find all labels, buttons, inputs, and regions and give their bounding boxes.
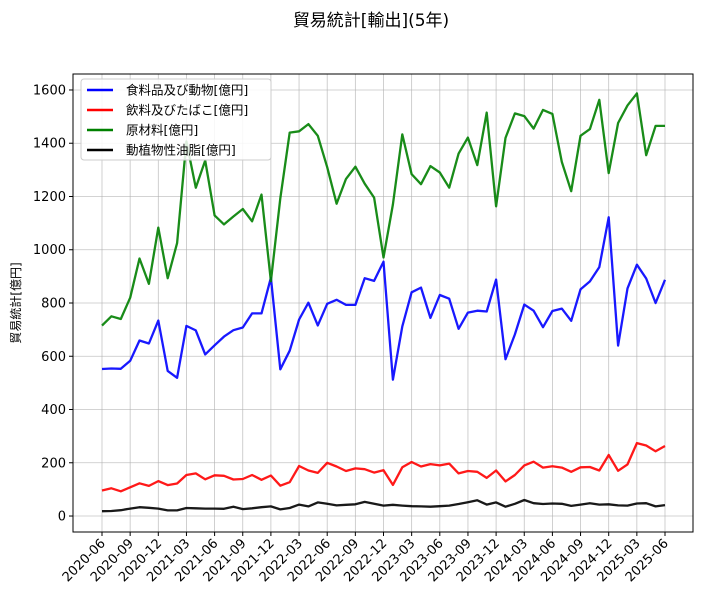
y-tick-label: 800 <box>41 297 66 312</box>
legend-label-2: 飲料及びたばこ[億円] <box>126 103 248 118</box>
legend-label-1: 食料品及び動物[億円] <box>126 83 248 98</box>
y-tick-label: 1400 <box>33 137 66 152</box>
legend-box <box>80 78 272 161</box>
y-tick-label: 1200 <box>33 190 66 205</box>
y-axis: 0 200 400 600 800 1000 1200 1400 1600 <box>33 83 73 525</box>
y-axis-label: 貿易統計[億円] <box>8 262 23 343</box>
y-tick-label: 400 <box>41 403 66 418</box>
y-tick-label: 600 <box>41 350 66 365</box>
series-layer <box>101 92 667 513</box>
y-tick-label: 0 <box>58 510 66 525</box>
series-line-3 <box>101 92 665 327</box>
legend: 食料品及び動物[億円] 飲料及びたばこ[億円] 原材料[億円] 動植物性油脂[億円] <box>80 78 272 161</box>
y-tick-label: 200 <box>41 456 66 471</box>
legend-label-3: 原材料[億円] <box>126 123 198 138</box>
series-line-4 <box>101 498 666 513</box>
y-tick-label: 1600 <box>33 83 66 98</box>
x-axis: 2020-062020-092020-122021-032021-062021-… <box>60 532 672 585</box>
legend-label-4: 動植物性油脂[億円] <box>126 143 236 158</box>
series-line-1 <box>101 216 667 381</box>
series-line-2 <box>101 441 666 493</box>
y-tick-label: 1000 <box>33 243 66 258</box>
chart-title: 貿易統計[輸出](5年) <box>293 11 449 31</box>
